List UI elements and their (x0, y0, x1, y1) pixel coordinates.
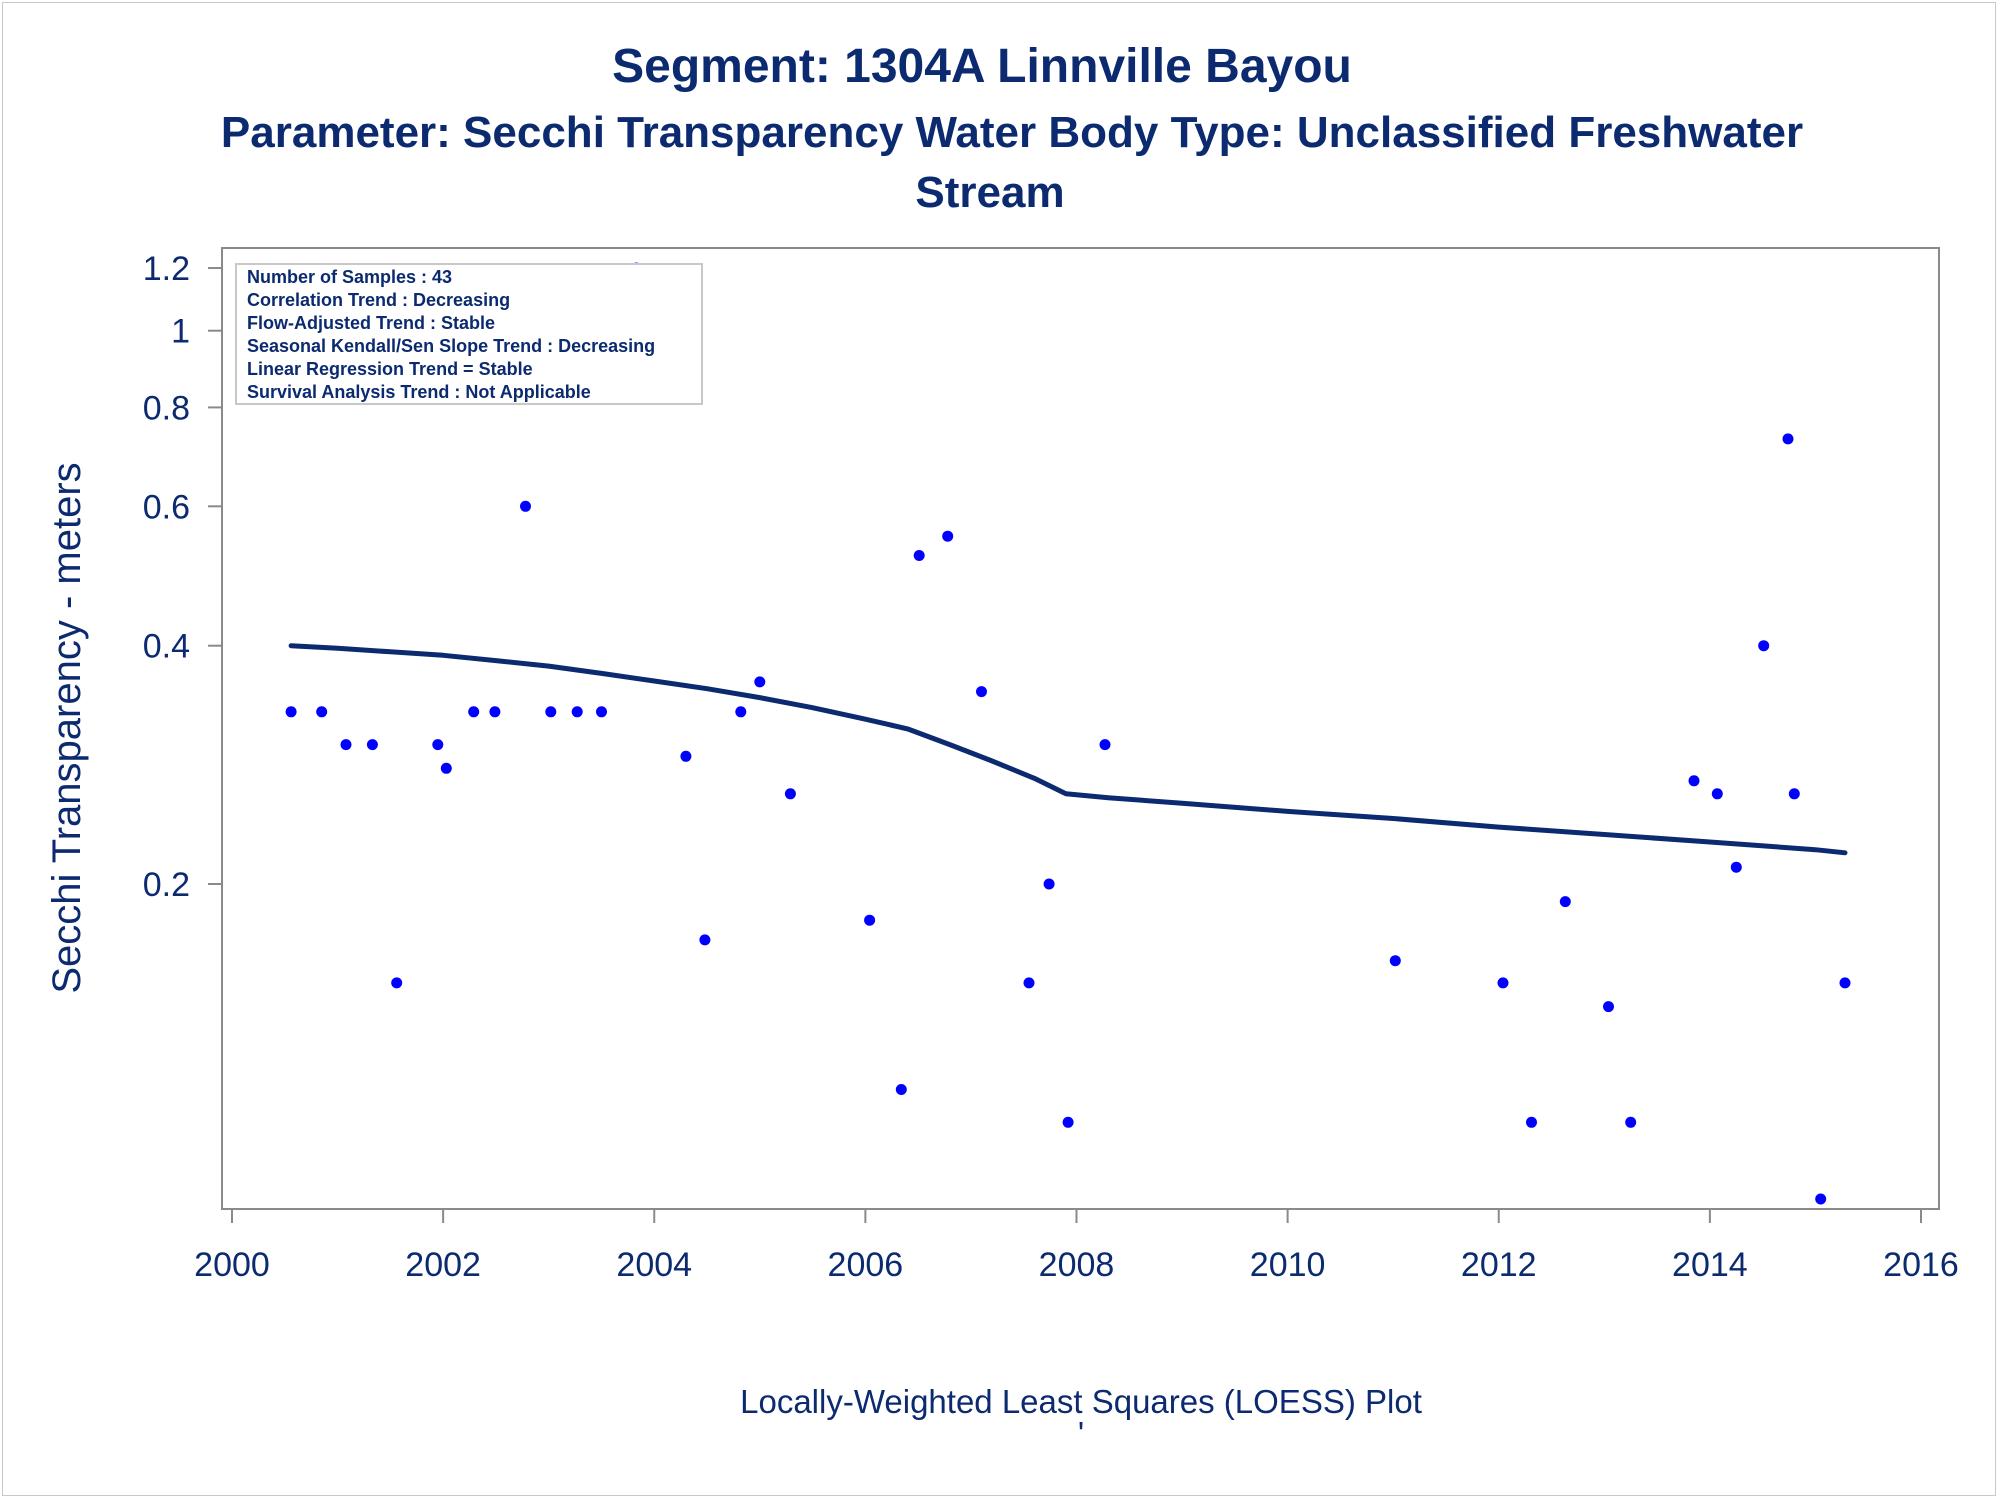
data-point (699, 934, 711, 946)
data-point (1730, 861, 1742, 873)
data-point (1497, 977, 1509, 989)
stats-box: Number of Samples : 43 Correlation Trend… (235, 263, 703, 405)
data-point (864, 914, 876, 926)
y-tick-label: 0.6 (143, 488, 190, 526)
chart-title: Segment: 1304A Linnville Bayou (612, 40, 1352, 93)
stats-line-seasonal-kendall: Seasonal Kendall/Sen Slope Trend : Decre… (247, 336, 655, 356)
data-point (1099, 739, 1111, 751)
y-tick-label: 0.8 (143, 389, 190, 427)
x-tick-label: 2014 (1672, 1246, 1748, 1284)
data-point (1023, 977, 1035, 989)
data-point (1043, 878, 1055, 890)
data-point (545, 706, 557, 718)
stats-line-linear-regression: Linear Regression Trend = Stable (247, 359, 533, 379)
data-point (754, 676, 766, 688)
data-point (1711, 788, 1723, 800)
data-point (1839, 977, 1851, 989)
x-tick-label: 2010 (1250, 1246, 1326, 1284)
data-point (316, 706, 328, 718)
data-point (942, 530, 954, 542)
y-axis: 0.2 0.4 0.6 0.8 1 1.2 (143, 250, 222, 904)
data-point (391, 977, 403, 989)
data-point (285, 706, 297, 718)
data-point (1559, 896, 1571, 908)
data-point (340, 739, 352, 751)
data-point (680, 750, 692, 762)
data-point (1815, 1193, 1827, 1205)
stats-line-correlation: Correlation Trend : Decreasing (247, 290, 510, 310)
x-tick-label: 2000 (194, 1246, 270, 1284)
data-point (784, 788, 796, 800)
data-point (440, 762, 452, 774)
data-point (366, 739, 378, 751)
stats-line-samples: Number of Samples : 43 (247, 267, 452, 287)
data-point (1782, 433, 1794, 445)
x-tick-label: 2004 (616, 1246, 692, 1284)
data-point (976, 686, 987, 698)
y-tick-label: 0.4 (143, 628, 190, 666)
data-point (895, 1084, 907, 1095)
chart-subtitle-line2: Stream (915, 168, 1064, 217)
stats-line-flow-adjusted: Flow-Adjusted Trend : Stable (247, 313, 495, 333)
data-point (1788, 788, 1800, 800)
loess-line (288, 643, 1848, 856)
x-tick-label: 2012 (1461, 1246, 1537, 1284)
stats-line-survival-analysis: Survival Analysis Trend : Not Applicable (247, 382, 591, 402)
x-tick-label: 2016 (1883, 1246, 1959, 1284)
data-point (1603, 1001, 1614, 1013)
data-point (913, 550, 925, 561)
stats-box-border (235, 263, 703, 405)
data-point (1062, 1116, 1074, 1128)
y-tick-label: 0.2 (143, 866, 190, 904)
footnote-mark: ' (1078, 1415, 1084, 1452)
data-point (596, 706, 607, 718)
plot-area-border (221, 247, 1940, 1210)
data-point (432, 739, 444, 751)
y-tick-label: 1.2 (143, 250, 190, 288)
data-point (520, 500, 531, 512)
x-axis: 2000 2002 2004 2006 2008 2010 2012 2014 2016 (194, 1209, 1959, 1284)
data-point (1389, 955, 1401, 967)
data-point (735, 706, 747, 718)
x-tick-label: 2006 (828, 1246, 904, 1284)
points-layer (285, 262, 1851, 1205)
y-axis-title: Secchi Transparency - meters (45, 462, 89, 993)
data-point (1526, 1116, 1537, 1128)
data-point (571, 706, 583, 718)
data-point (1625, 1116, 1637, 1128)
data-point (1688, 775, 1700, 787)
chart-subtitle-line1: Parameter: Secchi Transparency Water Bod… (221, 108, 1803, 157)
y-tick-label: 1 (171, 313, 190, 351)
data-point (489, 706, 501, 718)
loess-layer (288, 643, 1848, 856)
data-point (1758, 640, 1770, 652)
data-point (468, 706, 480, 718)
x-tick-label: 2002 (405, 1246, 481, 1284)
x-tick-label: 2008 (1039, 1246, 1115, 1284)
footnote: Locally-Weighted Least Squares (LOESS) P… (740, 1383, 1422, 1420)
